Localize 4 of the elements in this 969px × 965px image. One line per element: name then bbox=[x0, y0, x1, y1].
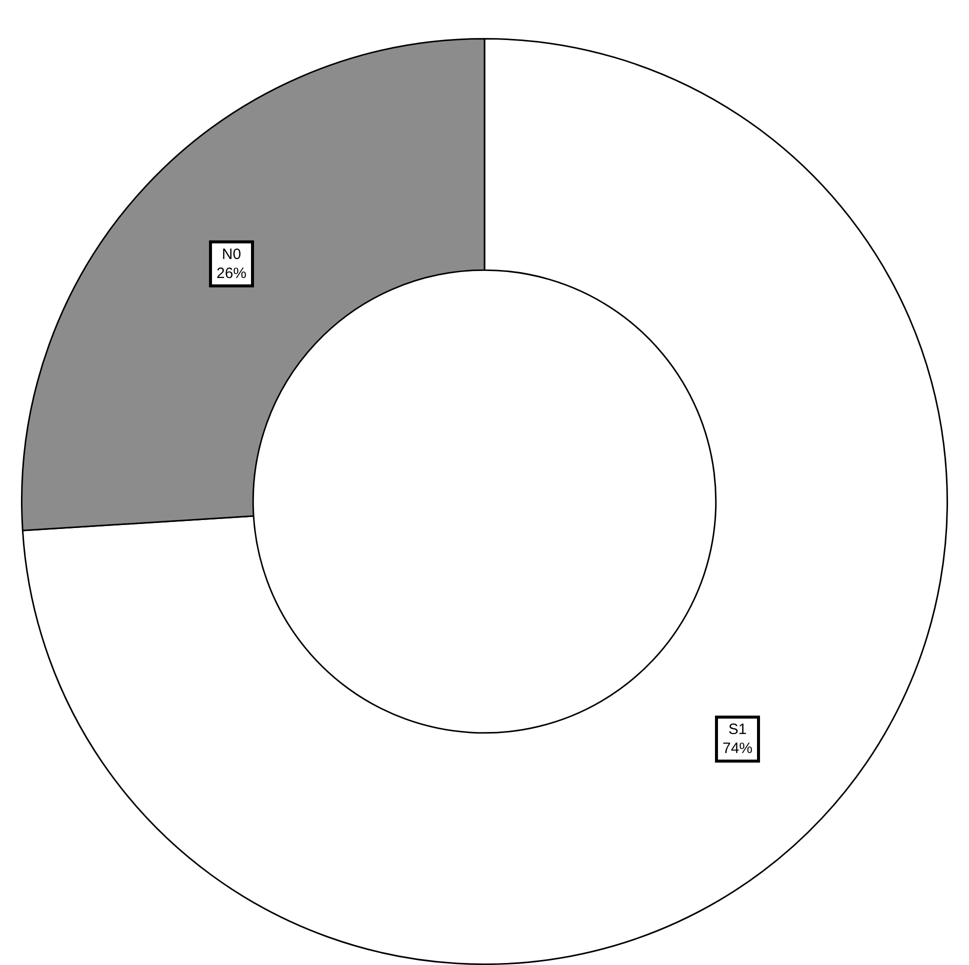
data-label: 26% bbox=[216, 265, 247, 282]
slice-label: N0 bbox=[222, 246, 242, 264]
slice-label: S1 bbox=[728, 721, 747, 738]
data-label: 74% bbox=[722, 740, 753, 758]
